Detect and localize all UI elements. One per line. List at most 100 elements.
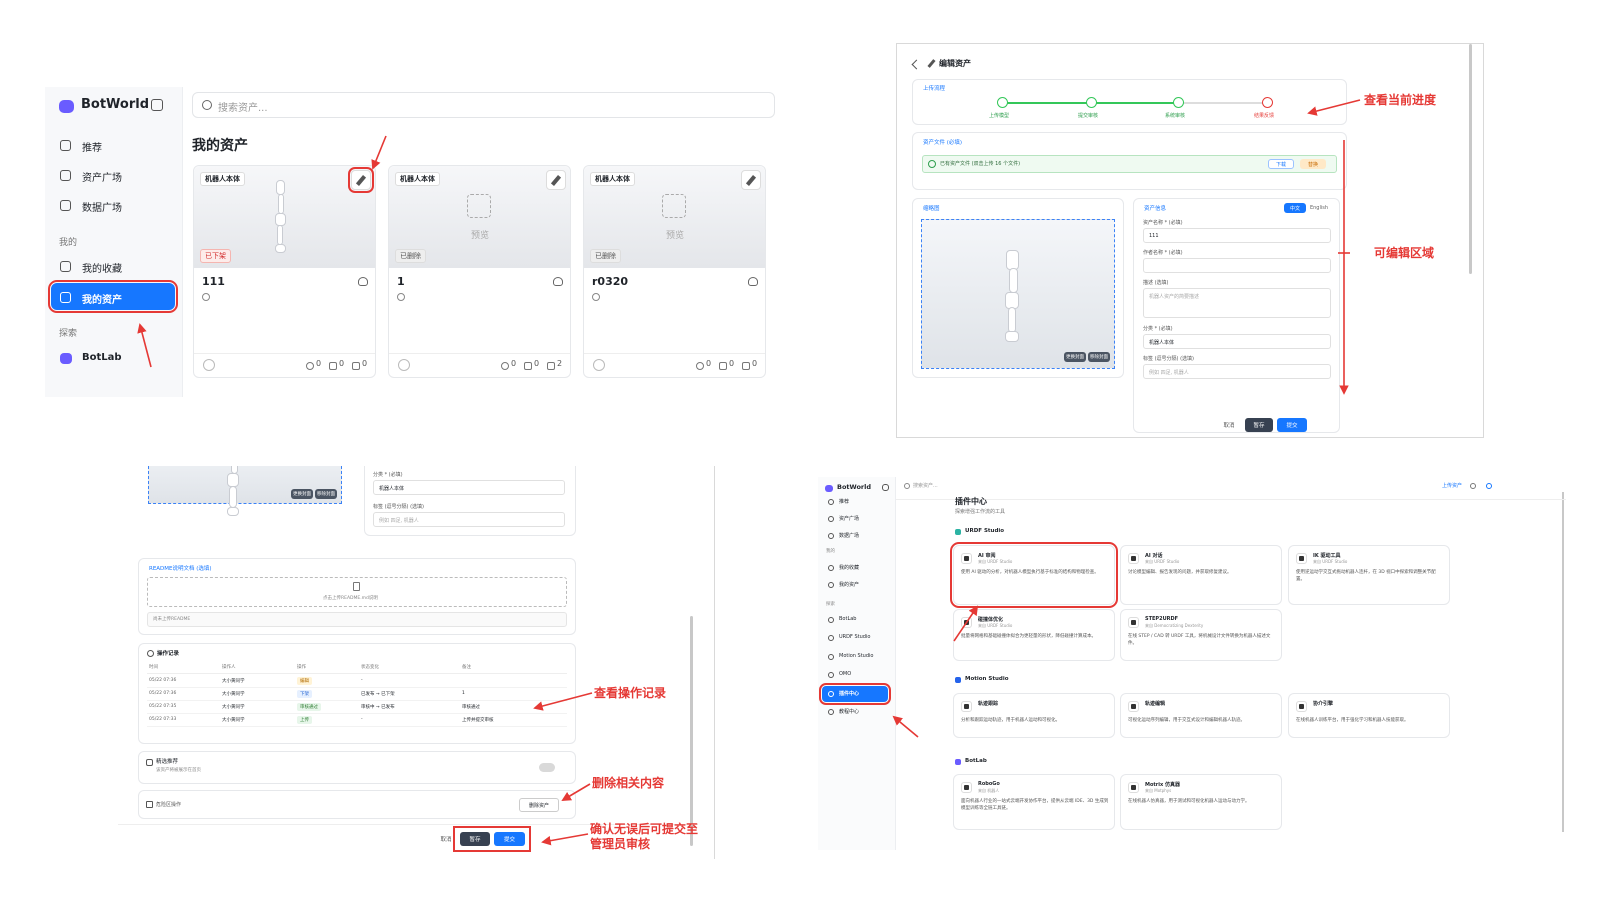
user-icon[interactable] bbox=[1486, 483, 1492, 489]
scrollbar bbox=[690, 616, 693, 846]
page-title: 我的资产 bbox=[192, 138, 248, 154]
plugin-card[interactable]: AI 对话 来自 URDF Studio 讨论模型编辑、报告发现的问题，并获取修复建… bbox=[1120, 545, 1282, 605]
plugin-icon bbox=[961, 701, 972, 712]
step-dot bbox=[1262, 97, 1273, 108]
download-button[interactable]: 下载 bbox=[1268, 159, 1294, 169]
thumbnail-button[interactable]: 移除封面 bbox=[315, 489, 337, 499]
stat-stars: 0 bbox=[534, 359, 540, 368]
plugin-icon bbox=[1128, 617, 1139, 628]
nav-item[interactable]: 推荐 bbox=[839, 499, 850, 505]
nav-item[interactable]: 数据广场 bbox=[839, 533, 860, 539]
nav-item[interactable]: 资产广场 bbox=[839, 516, 860, 522]
field-input[interactable] bbox=[1143, 258, 1331, 273]
delete-button[interactable]: 删除资产 bbox=[519, 798, 559, 812]
log-note: 上传并提交审核 bbox=[462, 718, 494, 723]
nav-item[interactable]: 插件中心 bbox=[839, 691, 860, 697]
icon bbox=[828, 709, 834, 715]
status-badge: 已下架 bbox=[200, 249, 231, 263]
step-dot bbox=[997, 97, 1008, 108]
botlab-logo bbox=[60, 353, 72, 364]
nav-item[interactable]: 我的收藏 bbox=[839, 565, 860, 571]
language-toggle[interactable]: 中文 bbox=[1284, 203, 1306, 213]
field-input[interactable]: 机器人本体 bbox=[373, 480, 565, 495]
nav-item[interactable]: BotLab bbox=[82, 352, 122, 363]
scrollbar bbox=[1562, 492, 1564, 832]
nav-item[interactable]: 推荐 bbox=[82, 143, 102, 154]
footer-button[interactable]: 取消 bbox=[440, 837, 452, 843]
stat-likes: 0 bbox=[316, 359, 322, 368]
plugin-icon-glyph bbox=[1299, 556, 1304, 561]
card-footer bbox=[389, 353, 570, 354]
step-label: 结果反馈 bbox=[1254, 113, 1275, 119]
thumbnail-button[interactable]: 移除封面 bbox=[1088, 352, 1110, 362]
settings-icon[interactable] bbox=[1470, 483, 1476, 489]
files-label: 资产文件 (必填) bbox=[923, 140, 963, 146]
stat-likes: 0 bbox=[511, 359, 517, 368]
featured-card: 精选推荐 该资产将被展示在首页 bbox=[138, 751, 576, 784]
warning-icon bbox=[146, 801, 153, 808]
plugin-card[interactable]: 轨迹跟踪 分析和跟踪运动轨迹，用于机器人运动和可视化。 bbox=[953, 693, 1115, 738]
group-name: Motion Studio bbox=[965, 676, 1009, 682]
nav-item[interactable]: 教程中心 bbox=[839, 709, 860, 715]
nav-item[interactable]: 我的资产 bbox=[82, 295, 122, 306]
plugin-card[interactable]: 碰撞体优化 来自 URDF Studio 批量将网格和基础碰撞体拟合为更轻量的形状，… bbox=[953, 609, 1115, 661]
upload-button[interactable]: 上传资产 bbox=[1442, 483, 1463, 489]
replace-button[interactable]: 替换 bbox=[1300, 159, 1326, 169]
robot-part bbox=[1005, 292, 1019, 309]
nav-item[interactable]: URDF Studio bbox=[839, 634, 871, 640]
field-input[interactable]: 例如 四足, 机器人 bbox=[1143, 364, 1331, 379]
back-arrow[interactable] bbox=[911, 59, 922, 70]
nav-item[interactable]: 我的收藏 bbox=[82, 264, 122, 275]
field-input[interactable]: 111 bbox=[1143, 228, 1331, 243]
edit-button[interactable] bbox=[348, 167, 374, 193]
log-user: 大小黄同学 bbox=[222, 718, 245, 723]
search-box[interactable]: 搜索资产... bbox=[192, 92, 775, 118]
heart-icon[interactable] bbox=[358, 277, 368, 286]
language-toggle[interactable]: English bbox=[1309, 205, 1329, 211]
plugin-card[interactable]: IK 驱动工具 来自 URDF Studio 使用逆运动学交互式拖动机器人连杆，在 … bbox=[1288, 545, 1450, 605]
nav-item[interactable]: Motion Studio bbox=[839, 653, 874, 659]
heart-icon[interactable] bbox=[748, 277, 758, 286]
annotation: 删除相关内容 bbox=[592, 776, 665, 790]
field-input[interactable]: 例如 四足, 机器人 bbox=[373, 512, 565, 527]
footer-button[interactable]: 暂存 bbox=[460, 832, 490, 846]
footer-button[interactable]: 暂存 bbox=[1245, 418, 1273, 432]
thumbnail-button[interactable]: 更换封面 bbox=[1064, 352, 1086, 362]
footer-button[interactable]: 提交 bbox=[1277, 418, 1307, 432]
nav-active[interactable] bbox=[48, 280, 178, 313]
footer-button[interactable]: 提交 bbox=[494, 832, 525, 846]
nav-item[interactable]: 数据广场 bbox=[82, 203, 122, 214]
featured-desc: 该资产将被展示在首页 bbox=[156, 768, 201, 773]
plugin-card[interactable]: 轨迹编辑 可视化运动序列编辑，用于交互式设计和编辑机器人轨迹。 bbox=[1120, 693, 1282, 738]
plugin-card[interactable]: RoboGo 来自 机器人 面向机器人行业的一站式云端开发协作平台，提供从云端 ID… bbox=[953, 774, 1115, 830]
log-header: 备注 bbox=[462, 665, 471, 670]
stat-stars: 0 bbox=[729, 359, 735, 368]
edit-button[interactable] bbox=[741, 170, 761, 190]
nav-active[interactable] bbox=[819, 683, 891, 705]
nav-item[interactable]: BotLab bbox=[839, 616, 857, 622]
nav-item[interactable]: 我的资产 bbox=[839, 582, 860, 588]
plugin-card[interactable]: 协介引擎 在线机器人训练平台，用于强化学习和机器人技能获取。 bbox=[1288, 693, 1450, 738]
plugin-card[interactable]: Motrix 仿真器 来自 Motphys 在线机器人仿真器，用于测试和可视化机器人… bbox=[1120, 774, 1282, 830]
plugin-card[interactable]: STEP2URDF 来自 Democratizing Dexterity 在线 ST… bbox=[1120, 609, 1282, 661]
stat-stars: 0 bbox=[339, 359, 345, 368]
robot-part bbox=[1009, 268, 1018, 294]
check-icon bbox=[928, 160, 936, 168]
stat-icon bbox=[352, 362, 360, 370]
readme-card: README说明文档 (选填) 点击上传README.md说明 尚未上传README bbox=[138, 558, 576, 635]
plugin-card[interactable]: AI 审阅 来自 URDF Studio 使用 AI 驱动的分析，对机器人模型执行基… bbox=[950, 542, 1118, 608]
field-input[interactable]: 机器人资产的简要描述 bbox=[1143, 288, 1331, 318]
field-placeholder: 例如 四足, 机器人 bbox=[1149, 370, 1189, 376]
plugin-desc: 批量将网格和基础碰撞体拟合为更轻量的形状，降低碰撞计算成本。 bbox=[961, 634, 1096, 639]
edit-button[interactable] bbox=[546, 170, 566, 190]
field-input[interactable]: 机器人本体 bbox=[1143, 334, 1331, 349]
featured-toggle[interactable] bbox=[539, 763, 555, 772]
footer-button[interactable]: 取消 bbox=[1223, 423, 1235, 429]
nav-item[interactable]: 资产广场 bbox=[82, 173, 122, 184]
nav-item[interactable]: OMO bbox=[839, 671, 852, 677]
asset-card: 预览 机器人本体 已删除 1 0 0 2 bbox=[388, 165, 571, 378]
heart-icon[interactable] bbox=[553, 277, 563, 286]
thumbnail-button[interactable]: 更换封面 bbox=[291, 489, 313, 499]
readme-upload[interactable]: 点击上传README.md说明 bbox=[147, 577, 567, 607]
